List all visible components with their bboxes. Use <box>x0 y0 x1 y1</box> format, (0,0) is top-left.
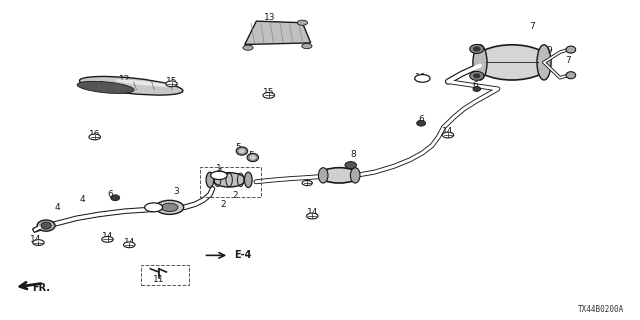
Ellipse shape <box>247 153 259 162</box>
Text: 6: 6 <box>108 190 113 199</box>
Text: 6: 6 <box>419 115 424 124</box>
Bar <box>141 265 189 285</box>
Text: 8: 8 <box>351 150 356 159</box>
Text: 4: 4 <box>79 196 84 204</box>
Circle shape <box>302 180 312 186</box>
Text: 10: 10 <box>215 171 227 180</box>
Text: 12: 12 <box>119 75 131 84</box>
Ellipse shape <box>566 72 576 79</box>
Text: 9: 9 <box>547 46 552 55</box>
Circle shape <box>166 81 177 87</box>
Text: 7: 7 <box>530 22 535 31</box>
Ellipse shape <box>319 168 328 183</box>
Ellipse shape <box>473 73 481 78</box>
Circle shape <box>302 44 312 49</box>
Ellipse shape <box>473 45 487 80</box>
Ellipse shape <box>37 220 55 231</box>
Ellipse shape <box>470 71 484 80</box>
Text: 16: 16 <box>89 130 100 139</box>
Ellipse shape <box>474 45 550 80</box>
Text: 13: 13 <box>264 13 276 22</box>
Ellipse shape <box>250 155 256 160</box>
Ellipse shape <box>473 86 481 92</box>
Ellipse shape <box>113 79 175 87</box>
Ellipse shape <box>213 173 245 187</box>
Text: 14: 14 <box>124 238 135 247</box>
Text: 14: 14 <box>307 208 318 217</box>
Text: FR.: FR. <box>32 283 50 293</box>
Circle shape <box>33 240 44 245</box>
Text: 1: 1 <box>216 164 223 179</box>
Ellipse shape <box>111 195 120 201</box>
Ellipse shape <box>41 222 51 229</box>
Circle shape <box>156 200 184 214</box>
Text: 2: 2 <box>220 200 225 209</box>
Circle shape <box>442 132 454 138</box>
Circle shape <box>89 134 100 140</box>
Text: 15: 15 <box>263 88 275 97</box>
Text: 6: 6 <box>472 81 477 90</box>
Circle shape <box>415 75 430 82</box>
Text: TX44B0200A: TX44B0200A <box>578 305 624 314</box>
Ellipse shape <box>319 168 359 183</box>
Ellipse shape <box>470 44 484 53</box>
Text: 7: 7 <box>566 56 571 65</box>
Circle shape <box>243 45 253 50</box>
Ellipse shape <box>537 45 551 80</box>
Text: 3: 3 <box>173 187 179 196</box>
Ellipse shape <box>239 148 245 153</box>
Text: 4: 4 <box>55 204 60 212</box>
Text: 14: 14 <box>102 232 113 241</box>
Polygon shape <box>245 21 311 44</box>
Text: 14: 14 <box>442 127 454 136</box>
Circle shape <box>263 92 275 98</box>
Text: 15: 15 <box>166 77 177 86</box>
Text: E-4: E-4 <box>234 250 252 260</box>
Ellipse shape <box>77 81 134 93</box>
Ellipse shape <box>566 46 576 53</box>
Ellipse shape <box>79 76 183 95</box>
Circle shape <box>102 236 113 242</box>
Bar <box>200 166 261 197</box>
Circle shape <box>297 20 307 25</box>
Ellipse shape <box>236 147 248 155</box>
Text: 5: 5 <box>248 151 253 160</box>
Text: 1: 1 <box>218 168 223 177</box>
Ellipse shape <box>473 46 481 52</box>
Text: 2: 2 <box>233 191 238 200</box>
Text: 5: 5 <box>236 143 241 152</box>
Ellipse shape <box>244 172 252 188</box>
Circle shape <box>161 203 178 212</box>
Ellipse shape <box>345 162 356 169</box>
Circle shape <box>211 171 227 180</box>
Text: 11: 11 <box>153 275 164 284</box>
Text: 14: 14 <box>29 235 41 244</box>
Circle shape <box>124 242 135 248</box>
Ellipse shape <box>417 120 426 126</box>
Text: 10: 10 <box>415 73 427 82</box>
Circle shape <box>145 203 163 212</box>
Ellipse shape <box>351 168 360 183</box>
Ellipse shape <box>206 172 214 188</box>
Circle shape <box>307 213 318 219</box>
